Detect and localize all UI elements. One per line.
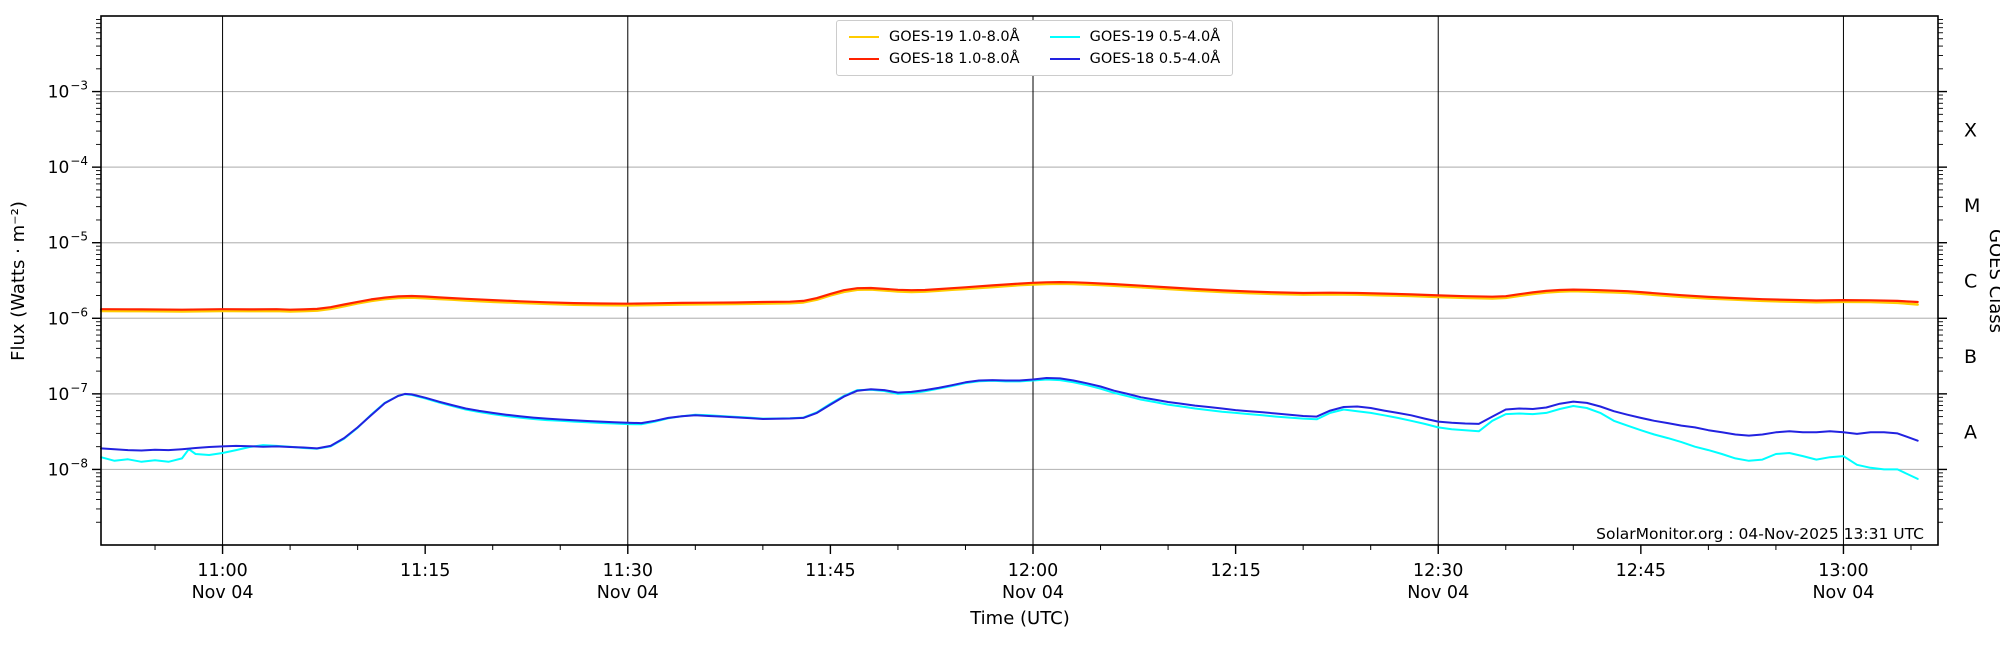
y-tick-label: 10−3 <box>48 79 88 103</box>
x-tick-label: 12:30 <box>1413 561 1463 581</box>
plot-frame <box>100 15 1939 546</box>
legend-swatch-goes18-short <box>1049 58 1080 60</box>
grid-layer <box>101 16 1938 545</box>
x-tick-label: 12:45 <box>1616 561 1666 581</box>
legend-item-goes18-short: GOES-18 0.5-4.0Å <box>1049 51 1221 67</box>
series-goes19-long <box>99 282 1919 313</box>
legend: GOES-19 1.0-8.0Å GOES-18 1.0-8.0Å GOES-19 … <box>836 20 1234 76</box>
right-axis-label: GOES Class <box>1985 229 2000 333</box>
x-tick-date-label: Nov 04 <box>1812 583 1874 603</box>
goes-class-label-c: C <box>1964 271 1977 293</box>
legend-label: GOES-19 0.5-4.0Å <box>1089 29 1221 45</box>
x-tick-label: 11:15 <box>400 561 450 581</box>
goes-class-label-b: B <box>1964 346 1977 368</box>
series-layer <box>99 281 1919 480</box>
legend-label: GOES-19 1.0-8.0Å <box>889 29 1020 45</box>
legend-label: GOES-18 1.0-8.0Å <box>889 51 1020 67</box>
legend-item-goes19-short: GOES-19 0.5-4.0Å <box>1049 29 1221 45</box>
legend-swatch-goes19-short <box>1049 36 1080 38</box>
goes-class-label-m: M <box>1964 195 1980 217</box>
watermark-text: SolarMonitor.org : 04-Nov-2025 13:31 UTC <box>1596 525 1924 543</box>
y-tick-label: 10−7 <box>48 381 88 405</box>
x-tick-label: 11:30 <box>603 561 653 581</box>
x-tick-date-label: Nov 04 <box>597 583 659 603</box>
series-goes18-long <box>99 281 1919 311</box>
y-tick-label: 10−6 <box>48 305 88 329</box>
x-tick-date-label: Nov 04 <box>1407 583 1469 603</box>
x-tick-date-label: Nov 04 <box>1002 583 1064 603</box>
y-tick-label: 10−8 <box>48 456 88 480</box>
legend-label: GOES-18 0.5-4.0Å <box>1089 51 1221 67</box>
y-tick-label: 10−4 <box>48 154 88 178</box>
legend-item-goes19-long: GOES-19 1.0-8.0Å <box>849 29 1020 45</box>
series-goes18-short <box>100 377 1919 452</box>
y-tick-label: 10−5 <box>48 230 88 254</box>
tick-layer <box>92 19 1947 554</box>
goes-class-label-x: X <box>1964 119 1977 141</box>
x-tick-label: 12:00 <box>1008 561 1058 581</box>
goes-class-label-a: A <box>1964 422 1977 444</box>
x-tick-date-label: Nov 04 <box>192 583 254 603</box>
x-tick-label: 11:00 <box>197 561 247 581</box>
x-axis-label: Time (UTC) <box>969 608 1070 629</box>
x-tick-label: 11:45 <box>805 561 855 581</box>
legend-swatch-goes18-long <box>849 58 879 60</box>
y-axis-label: Flux (Watts · m⁻²) <box>8 201 29 361</box>
legend-swatch-goes19-long <box>849 36 879 38</box>
x-tick-label: 13:00 <box>1818 561 1868 581</box>
plot-border <box>100 15 1939 546</box>
x-tick-label: 12:15 <box>1210 561 1260 581</box>
legend-item-goes18-long: GOES-18 1.0-8.0Å <box>849 51 1020 67</box>
